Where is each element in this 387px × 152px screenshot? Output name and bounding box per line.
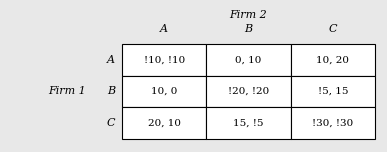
Text: !30, !30: !30, !30 <box>312 119 353 128</box>
Text: !5, 15: !5, 15 <box>318 87 348 96</box>
Text: 10, 20: 10, 20 <box>316 55 349 64</box>
Text: Firm 2: Firm 2 <box>229 10 267 20</box>
Text: B: B <box>245 24 253 35</box>
Text: Firm 1: Firm 1 <box>48 86 86 97</box>
Text: 20, 10: 20, 10 <box>148 119 181 128</box>
Text: A: A <box>107 55 115 65</box>
Text: C: C <box>329 24 337 35</box>
Text: 0, 10: 0, 10 <box>235 55 262 64</box>
Text: !10, !10: !10, !10 <box>144 55 185 64</box>
Text: B: B <box>107 86 115 97</box>
Text: 10, 0: 10, 0 <box>151 87 177 96</box>
Text: C: C <box>106 118 115 128</box>
Text: 15, !5: 15, !5 <box>233 119 264 128</box>
Text: A: A <box>160 24 168 35</box>
Text: !20, !20: !20, !20 <box>228 87 269 96</box>
